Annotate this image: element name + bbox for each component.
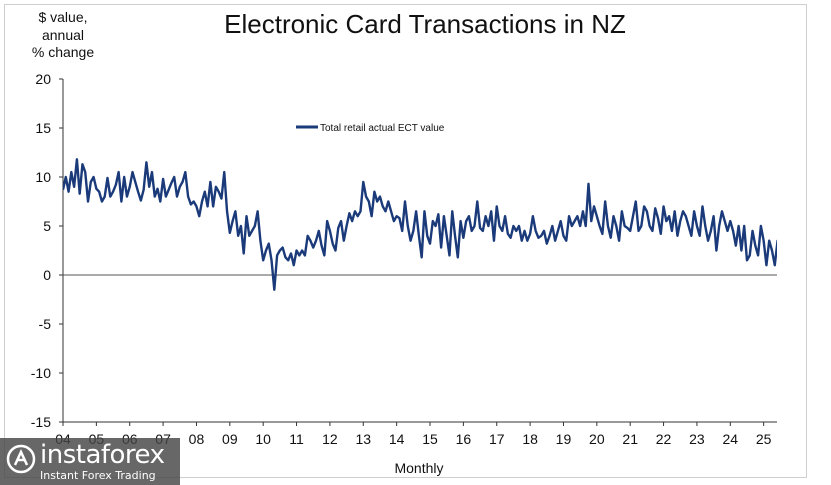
- x-tick-label: 09: [222, 431, 238, 447]
- x-tick-label: 18: [522, 431, 538, 447]
- y-tick-label: -15: [31, 414, 51, 430]
- x-tick-label: 14: [389, 431, 405, 447]
- instaforex-logo-icon: [6, 444, 36, 474]
- y-axis-label-line-3: % change: [32, 44, 94, 60]
- y-tick-label: -10: [31, 365, 51, 381]
- x-tick-label: 11: [289, 431, 304, 447]
- x-tick-label: 15: [422, 431, 438, 447]
- x-tick-label: 23: [689, 431, 705, 447]
- y-tick-label: 0: [43, 267, 51, 283]
- watermark: instaforex Instant Forex Trading: [0, 438, 180, 485]
- y-tick-label: 5: [43, 218, 51, 234]
- y-axis-ticks: 20 15 10 5 0 -5 -10 -15: [31, 71, 63, 430]
- y-tick-label: -5: [39, 316, 52, 332]
- chart-border: [4, 4, 807, 478]
- x-tick-label: 21: [622, 431, 638, 447]
- legend-label: Total retail actual ECT value: [320, 123, 445, 134]
- y-tick-label: 15: [35, 120, 51, 136]
- x-axis-label: Monthly: [394, 460, 443, 476]
- watermark-tagline: Instant Forex Trading: [40, 469, 156, 482]
- x-tick-label: 20: [589, 431, 605, 447]
- legend: Total retail actual ECT value: [296, 123, 445, 134]
- y-axis-label-line-2: annual: [42, 27, 84, 43]
- x-tick-label: 22: [656, 431, 672, 447]
- x-tick-label: 19: [556, 431, 572, 447]
- y-tick-label: 10: [35, 169, 51, 185]
- x-tick-label: 10: [255, 431, 271, 447]
- x-axis-ticks: 0405060708091011121314151617181920212223…: [55, 422, 772, 447]
- x-tick-label: 25: [756, 431, 772, 447]
- x-tick-label: 12: [322, 431, 338, 447]
- y-axis-label-line-1: $ value,: [38, 9, 87, 25]
- series-line-total-retail-ect: [63, 158, 777, 291]
- y-axis-label: $ value, annual % change: [32, 9, 94, 60]
- x-tick-label: 17: [489, 431, 505, 447]
- x-tick-label: 16: [456, 431, 472, 447]
- x-tick-label: 24: [723, 431, 739, 447]
- x-tick-label: 08: [189, 431, 205, 447]
- chart-title: Electronic Card Transactions in NZ: [224, 9, 626, 39]
- y-tick-label: 20: [35, 71, 51, 87]
- watermark-brand: instaforex: [40, 440, 165, 470]
- x-tick-label: 13: [355, 431, 371, 447]
